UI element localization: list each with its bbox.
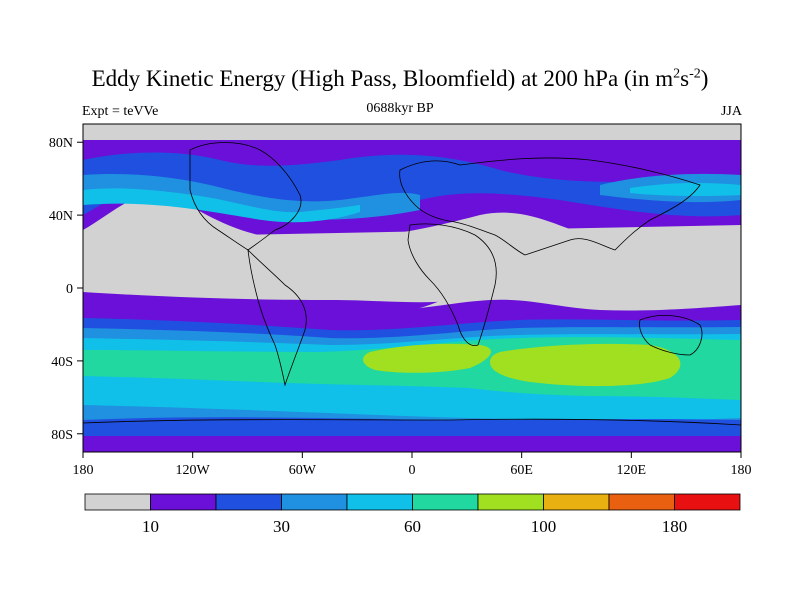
- colorbar-label: 100: [531, 517, 557, 536]
- lon-tick-label: 60E: [510, 463, 533, 478]
- colorbar-segment: [84, 493, 151, 511]
- lat-tick-label: 80N: [49, 136, 73, 151]
- polar-band-level1: [83, 436, 741, 452]
- colorbar: [84, 493, 741, 511]
- colorbar-label: 30: [273, 517, 290, 536]
- nh-band-level3: [83, 174, 420, 220]
- nh-band-level4: [83, 188, 360, 223]
- colorbar-segment: [215, 493, 282, 511]
- title-unit-s: s: [680, 66, 690, 91]
- title-sup-2: -2: [689, 66, 701, 82]
- season-label: JJA: [720, 104, 742, 119]
- lat-tick-label: 40S: [51, 355, 73, 370]
- sh-band-level6-b: [490, 343, 681, 387]
- coastlines: [83, 142, 741, 426]
- colorbar-segment: [543, 493, 610, 511]
- title-text: Eddy Kinetic Energy (High Pass, Bloomfie…: [91, 66, 674, 91]
- colorbar-segment: [412, 493, 479, 511]
- experiment-label: Expt = teVVe: [82, 104, 159, 119]
- colorbar-segment: [674, 493, 741, 511]
- colorbar-label: 180: [662, 517, 688, 536]
- figure-subtitle: 0688kyr BP: [366, 101, 434, 116]
- lat-tick-label: 80S: [51, 428, 73, 443]
- title-close: ): [700, 66, 709, 91]
- polar-band-level2: [83, 417, 741, 440]
- colorbar-label: 60: [404, 517, 421, 536]
- colorbar-segment: [477, 493, 544, 511]
- colorbar-segment: [281, 493, 348, 511]
- lon-tick-label: 0: [409, 463, 416, 478]
- lon-tick-label: 180: [731, 463, 752, 478]
- lat-tick-label: 0: [66, 282, 73, 297]
- colorbar-label: 10: [142, 517, 159, 536]
- nh-east-level4: [630, 183, 741, 197]
- latitude-ticks: 80N 40N 0 40S 80S: [49, 136, 83, 443]
- colorbar-labels: 10 30 60 100 180: [142, 517, 687, 536]
- lon-tick-label: 180: [73, 463, 94, 478]
- colorbar-segment: [608, 493, 675, 511]
- lon-tick-label: 120W: [176, 463, 211, 478]
- lat-tick-label: 40N: [49, 209, 73, 224]
- colorbar-segment: [346, 493, 413, 511]
- figure-title: Eddy Kinetic Energy (High Pass, Bloomfie…: [0, 66, 800, 92]
- sh-band-level6-a: [363, 343, 491, 373]
- lon-tick-label: 60W: [289, 463, 317, 478]
- lon-tick-label: 120E: [617, 463, 647, 478]
- colorbar-segment: [150, 493, 217, 511]
- tropical-gray-band: [83, 225, 741, 303]
- contour-field: [83, 124, 741, 452]
- longitude-ticks: 180 120W 60W 0 60E 120E 180: [73, 452, 752, 478]
- title-sup-1: 2: [673, 66, 681, 82]
